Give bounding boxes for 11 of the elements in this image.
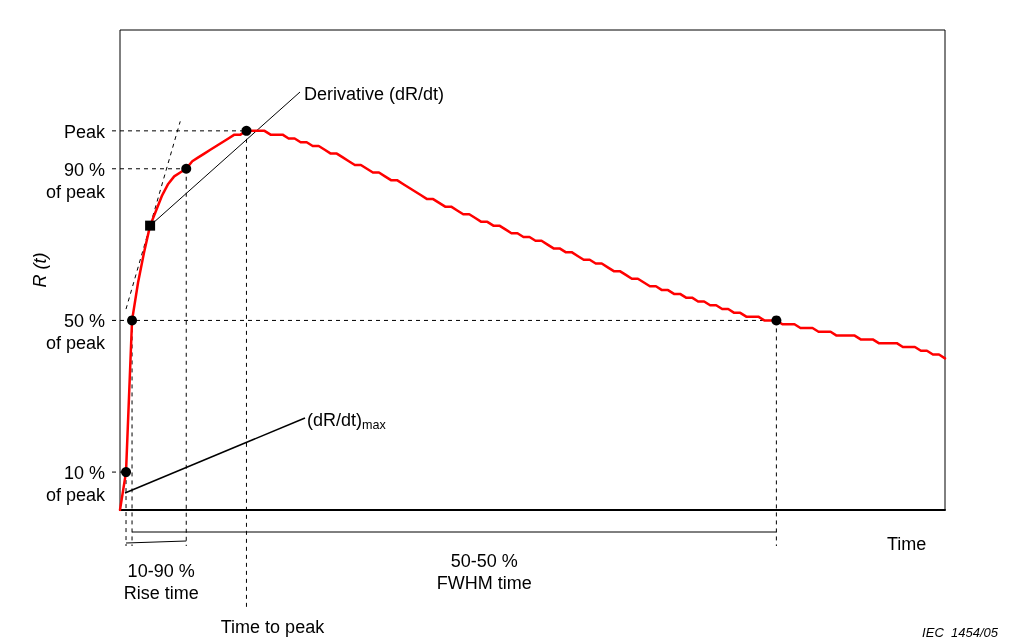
text: Time to peak [220,617,326,637]
x-axis-title: Time [887,534,927,554]
ref-line-label: Peak [63,121,106,142]
text: 50-50 % FWHM time [436,551,532,593]
ref-line-label: 50 % of peak [45,311,106,354]
ref-line-label: 10 % of peak [45,463,106,506]
ref-line-label: 90 % of peak [45,159,106,202]
text: 10-90 % Rise time [123,561,199,603]
text: IEC 1454/05 [922,625,999,639]
text: Derivative (dR/dt) [304,84,445,104]
y-axis-title: R (t) [30,252,50,288]
